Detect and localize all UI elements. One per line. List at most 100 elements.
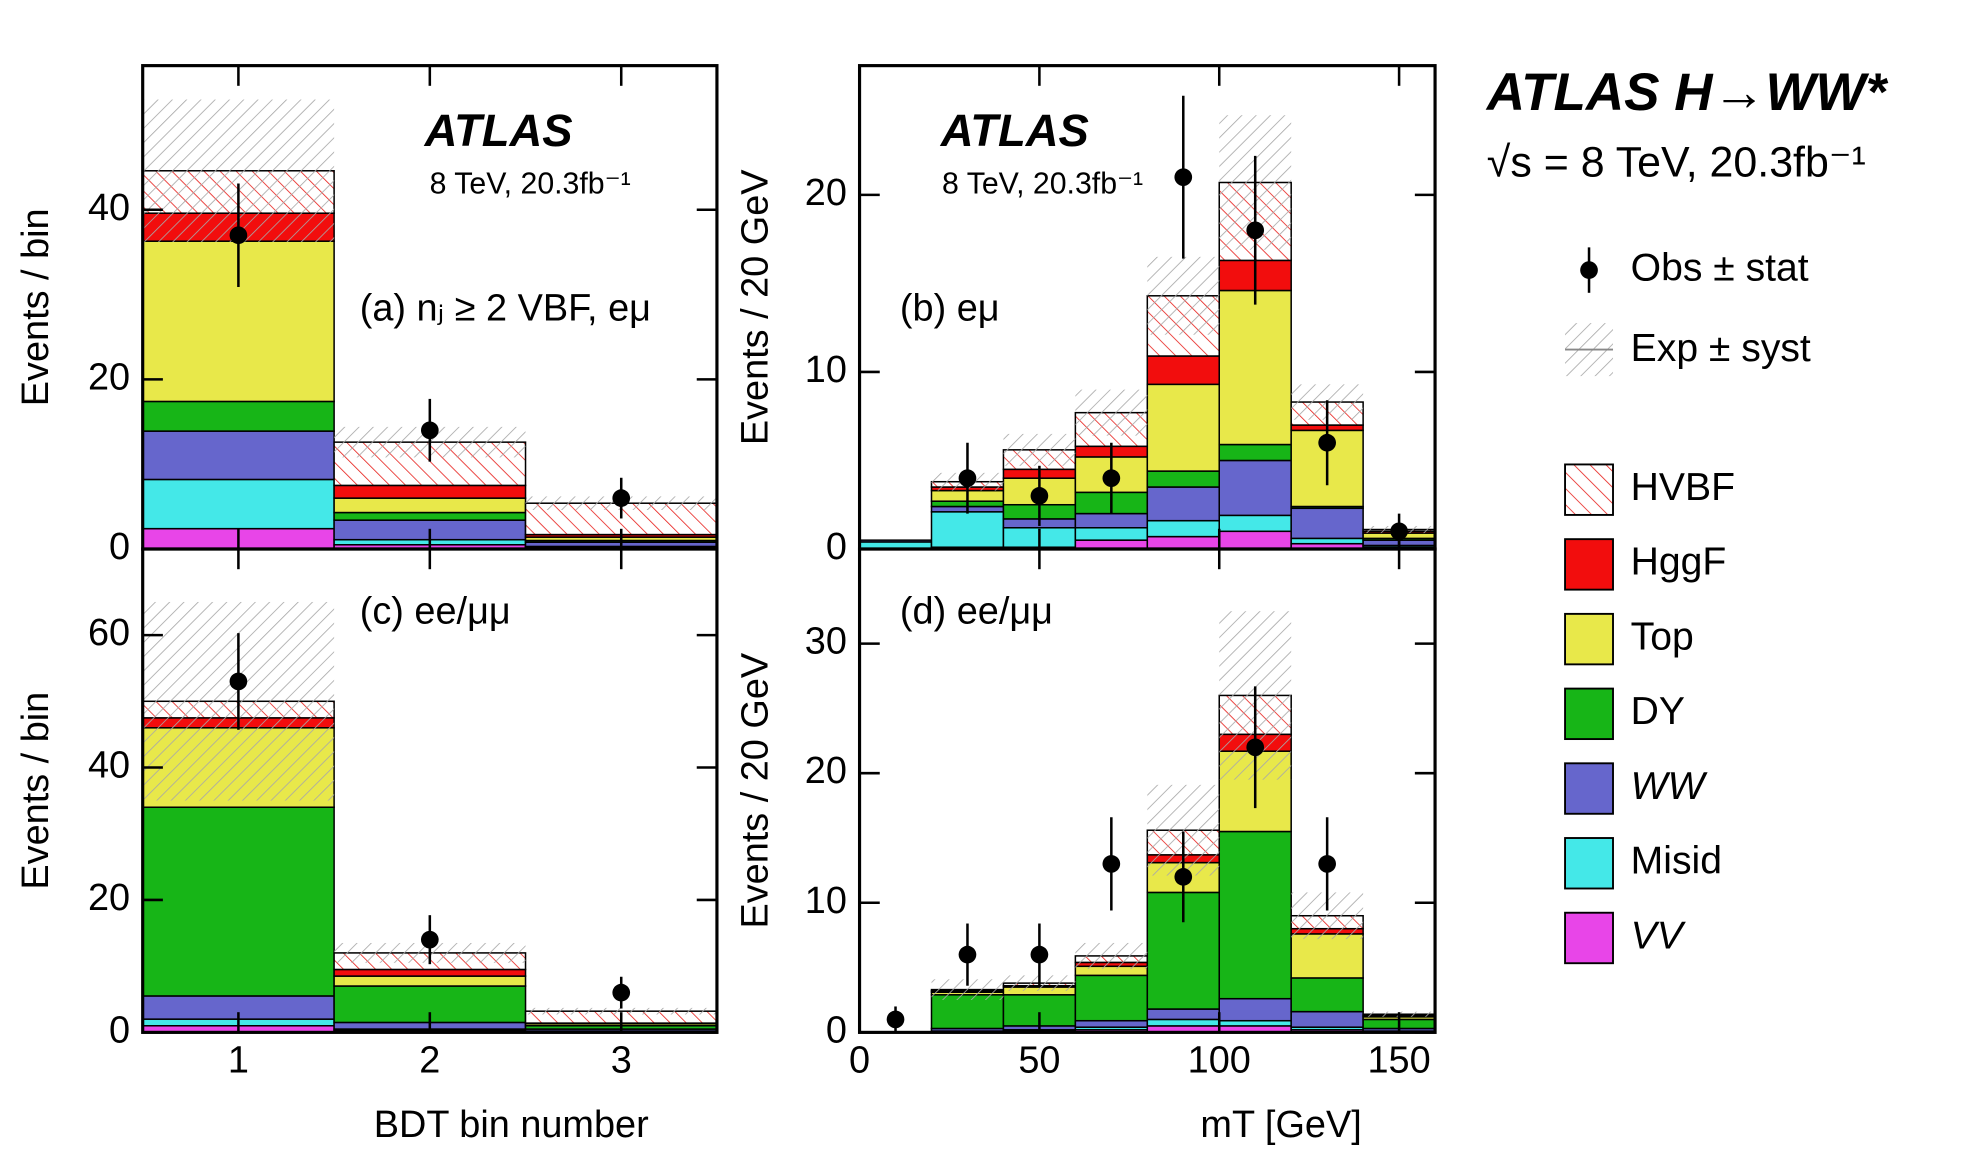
x-tick-label: 1	[228, 1040, 249, 1082]
y-tick-label: 40	[88, 187, 130, 229]
panel-label: (d) ee/μμ	[900, 590, 1053, 632]
data-point	[229, 672, 248, 691]
histogram-segment	[1146, 1018, 1221, 1027]
histogram-segment	[1218, 997, 1292, 1022]
y-axis-label: Events / 20 GeV	[734, 169, 776, 445]
x-tick-label: 2	[419, 1040, 440, 1082]
x-tick-label: 3	[611, 1040, 632, 1082]
y-tick-label: 30	[805, 621, 847, 663]
histogram-segment	[1218, 459, 1292, 517]
histogram-segment	[333, 968, 527, 977]
legend-label: VV	[1631, 914, 1687, 957]
histogram-segment	[1146, 1008, 1221, 1021]
data-point	[1318, 433, 1336, 452]
data-point	[420, 421, 439, 440]
data-point	[958, 469, 977, 488]
histogram-segment	[142, 478, 335, 530]
y-tick-label: 0	[109, 526, 130, 568]
legend-label: Obs ± stat	[1631, 246, 1809, 289]
histogram-segment	[1290, 1010, 1364, 1028]
data-point	[1174, 868, 1193, 886]
histogram-segment	[1074, 974, 1149, 1022]
histogram-segment	[142, 400, 335, 432]
histogram-segment	[1218, 530, 1292, 550]
y-tick-label: 20	[805, 172, 847, 214]
histogram-segment	[1218, 289, 1292, 446]
y-axis-label: Events / 20 GeV	[734, 652, 776, 928]
data-point	[1318, 855, 1336, 873]
data-point	[1030, 487, 1049, 505]
histogram-segment	[1290, 537, 1364, 545]
data-point	[612, 983, 631, 1002]
syst-band	[931, 979, 1004, 1000]
panel	[859, 95, 1436, 550]
legend-label: HggF	[1631, 541, 1727, 584]
histogram-segment	[142, 806, 335, 997]
y-tick-label: 60	[88, 612, 130, 654]
x-tick-label: 100	[1188, 1040, 1251, 1082]
x-axis-label: mT [GeV]	[1200, 1104, 1361, 1146]
atlas-label: ATLAS	[940, 105, 1089, 156]
legend-label: Exp ± syst	[1631, 327, 1811, 370]
y-axis-label: Events / bin	[15, 208, 57, 406]
histogram-segment	[1074, 1019, 1149, 1028]
legend-label: WW	[1631, 765, 1708, 808]
histogram-segment	[1146, 535, 1221, 550]
legend-swatch	[1564, 911, 1614, 965]
panel	[142, 99, 717, 550]
x-tick-label: 150	[1368, 1040, 1431, 1082]
y-tick-label: 20	[88, 877, 130, 919]
histogram-segment	[142, 430, 335, 481]
histogram-segment	[333, 484, 527, 499]
x-axis-label: BDT bin number	[374, 1104, 649, 1146]
panel	[142, 601, 717, 1033]
histogram-segment	[333, 975, 527, 987]
legend-swatch	[1564, 687, 1614, 741]
panel-label: (a) nⱼ ≥ 2 VBF, eμ	[360, 287, 651, 329]
histogram-segment	[1146, 519, 1221, 538]
energy-label: √s = 8 TeV, 20.3fb⁻¹	[1487, 139, 1866, 187]
y-tick-label: 10	[805, 880, 847, 922]
legend-swatch	[1564, 837, 1614, 890]
y-axis-label: Events / bin	[15, 692, 57, 890]
data-point	[1174, 168, 1193, 187]
lumi-label: 8 TeV, 20.3fb⁻¹	[942, 168, 1143, 201]
y-tick-label: 10	[805, 349, 847, 391]
legend-label: Top	[1631, 615, 1694, 658]
data-point	[1246, 221, 1265, 240]
histogram-segment	[859, 539, 933, 543]
syst-band	[1003, 433, 1076, 466]
histogram-segment	[333, 511, 527, 521]
histogram-segment	[1290, 977, 1364, 1013]
legend-label: DY	[1631, 690, 1685, 733]
histogram-segment	[1290, 933, 1364, 979]
legend-swatch	[1564, 612, 1614, 666]
histogram-segment	[333, 497, 527, 514]
data-point	[1102, 469, 1121, 488]
y-tick-label: 40	[88, 745, 130, 787]
data-point	[1102, 855, 1121, 873]
atlas-label: ATLAS	[424, 105, 573, 156]
y-tick-label: 0	[826, 1009, 847, 1051]
legend-label: HVBF	[1631, 466, 1735, 509]
x-tick-label: 50	[1018, 1040, 1060, 1082]
panel-label: (c) ee/μμ	[360, 590, 511, 632]
histogram-segment	[930, 511, 1005, 548]
syst-band	[525, 1007, 717, 1015]
x-tick-label: 0	[849, 1040, 870, 1082]
syst-band	[1075, 942, 1148, 969]
histogram-segment	[1146, 486, 1221, 522]
y-tick-label: 0	[826, 526, 847, 568]
legend-swatch	[1564, 762, 1614, 815]
histogram-segment	[1218, 830, 1292, 1000]
data-point	[1246, 738, 1265, 757]
histogram-segment	[1146, 355, 1221, 386]
figure-title: ATLAS H→WW*	[1485, 63, 1889, 122]
y-tick-label: 20	[88, 356, 130, 398]
histogram-segment	[1146, 470, 1221, 488]
histogram-segment	[1074, 512, 1149, 529]
y-tick-label: 20	[805, 750, 847, 792]
frame	[857, 547, 1437, 1034]
